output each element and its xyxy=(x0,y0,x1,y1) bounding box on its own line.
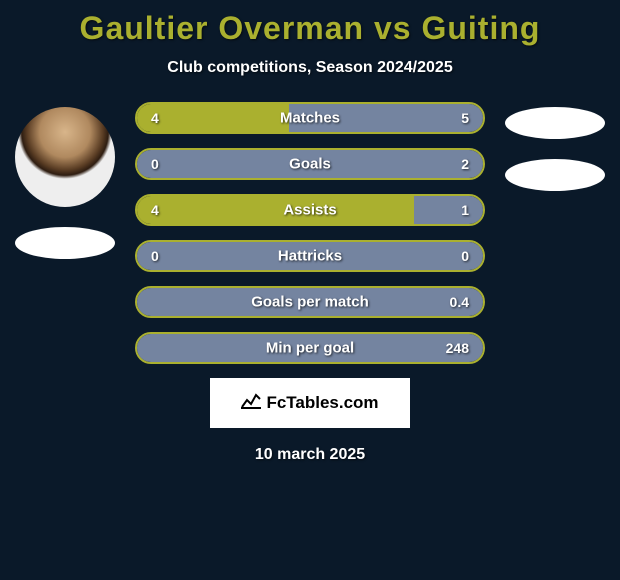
stat-label: Min per goal xyxy=(266,340,354,357)
stat-value-right: 0 xyxy=(461,248,469,264)
player-right-name-pill-1 xyxy=(505,107,605,139)
player-left-name-pill xyxy=(15,227,115,259)
bar-right-fill xyxy=(414,196,483,224)
stat-value-right: 2 xyxy=(461,156,469,172)
stat-value-left: 0 xyxy=(151,248,159,264)
stat-row: Hattricks 0 0 xyxy=(135,240,485,272)
stat-row: Goals per match 0.4 xyxy=(135,286,485,318)
player-right-column xyxy=(500,102,610,191)
stat-value-left: 4 xyxy=(151,110,159,126)
stat-value-right: 248 xyxy=(446,340,469,356)
stat-label: Goals xyxy=(289,156,331,173)
stat-row: Matches 4 5 xyxy=(135,102,485,134)
stat-label: Hattricks xyxy=(278,248,342,265)
stats-bars: Matches45Goals02Assists41Hattricks00Goal… xyxy=(135,102,485,364)
stat-value-right: 1 xyxy=(461,202,469,218)
stat-value-left: 0 xyxy=(151,156,159,172)
stat-label: Matches xyxy=(280,110,340,127)
page-title: Gaultier Overman vs Guiting xyxy=(0,10,620,47)
comparison-widget: Gaultier Overman vs Guiting Club competi… xyxy=(0,0,620,464)
chart-icon xyxy=(241,393,261,414)
stat-value-left: 4 xyxy=(151,202,159,218)
stat-label: Goals per match xyxy=(251,294,369,311)
stat-row: Min per goal 248 xyxy=(135,332,485,364)
stat-row: Goals 0 2 xyxy=(135,148,485,180)
bar-left-fill xyxy=(137,196,414,224)
stat-value-right: 0.4 xyxy=(450,294,469,310)
stat-row: Assists 4 1 xyxy=(135,194,485,226)
player-right-name-pill-2 xyxy=(505,159,605,191)
date-text: 10 march 2025 xyxy=(0,446,620,464)
attribution-text: FcTables.com xyxy=(266,393,378,413)
player-left-column xyxy=(10,102,120,259)
subtitle: Club competitions, Season 2024/2025 xyxy=(0,59,620,77)
bar-left-fill xyxy=(137,104,289,132)
player-left-avatar xyxy=(15,107,115,207)
stat-value-right: 5 xyxy=(461,110,469,126)
stat-label: Assists xyxy=(283,202,336,219)
main-area: Matches45Goals02Assists41Hattricks00Goal… xyxy=(0,102,620,364)
attribution-badge[interactable]: FcTables.com xyxy=(210,378,410,428)
